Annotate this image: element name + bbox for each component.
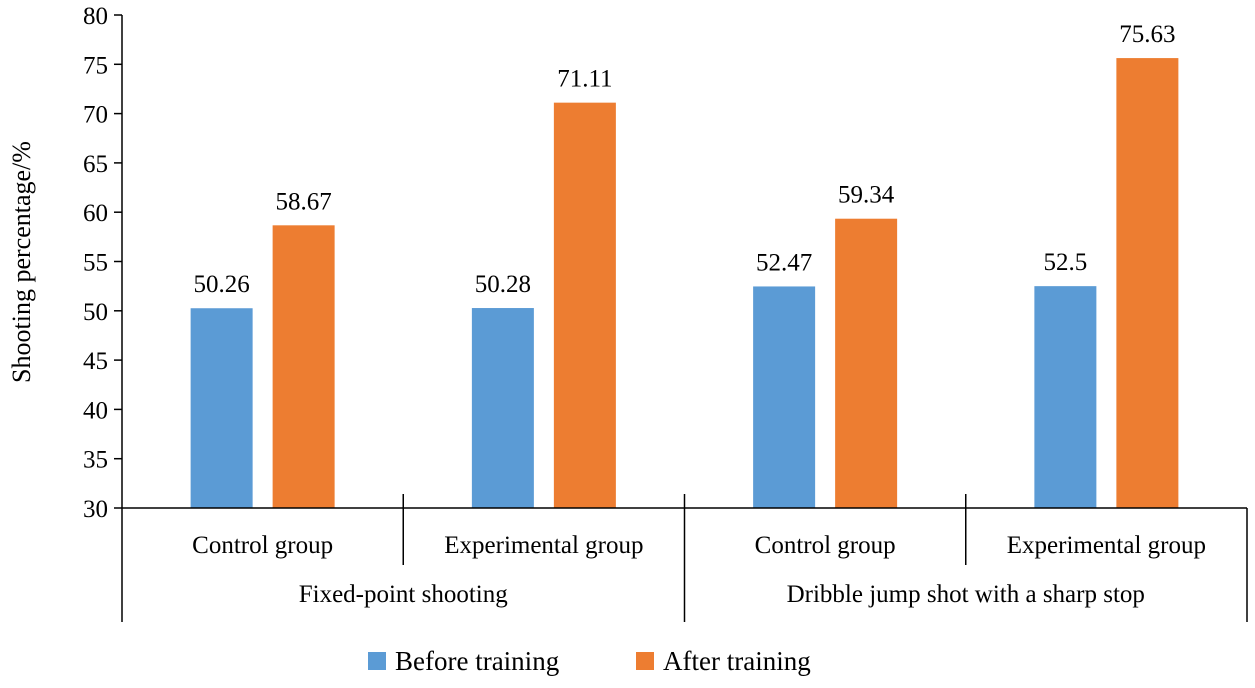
x-category-label: Control group <box>192 532 333 559</box>
legend: Before training After training <box>368 646 811 676</box>
data-label: 71.11 <box>557 66 612 93</box>
x-category-label: Control group <box>755 532 896 559</box>
x-group-label: Fixed-point shooting <box>299 581 509 608</box>
y-tick-label: 65 <box>83 151 108 178</box>
legend-label: After training <box>663 646 811 676</box>
data-label: 59.34 <box>838 182 895 209</box>
bar-after-1 <box>553 102 616 509</box>
x-category-label: Experimental group <box>1007 532 1206 559</box>
y-tick-label: 40 <box>83 397 108 424</box>
data-label: 75.63 <box>1119 21 1175 48</box>
data-label: 58.67 <box>276 188 332 215</box>
bar-after-0 <box>272 225 335 509</box>
data-label: 52.5 <box>1044 249 1088 276</box>
data-labels: 50.26 50.28 52.47 52.5 58.67 71.11 59.34 75.63 <box>194 21 1176 298</box>
bar-before-0 <box>190 308 253 508</box>
y-tick-label: 35 <box>83 447 108 474</box>
x-category-label: Experimental group <box>444 532 643 559</box>
bar-after-3 <box>1116 58 1179 509</box>
y-tick-label: 60 <box>83 200 108 227</box>
y-axis: 30 35 40 45 50 55 60 65 70 75 80 <box>83 3 123 523</box>
y-tick-label: 50 <box>83 299 108 326</box>
y-tick-label: 45 <box>83 348 108 375</box>
y-tick-label: 30 <box>83 496 108 523</box>
data-label: 52.47 <box>756 249 812 276</box>
legend-label: Before training <box>395 646 559 676</box>
y-axis-title: Shooting percentage/% <box>7 141 36 383</box>
y-tick-label: 80 <box>83 3 108 30</box>
data-label: 50.28 <box>475 271 531 298</box>
x-group-label: Dribble jump shot with a sharp stop <box>787 581 1145 608</box>
y-tick-label: 55 <box>83 250 108 277</box>
legend-swatch <box>636 652 654 670</box>
bars <box>190 58 1179 509</box>
y-tick-label: 70 <box>83 102 108 129</box>
bar-after-2 <box>835 218 898 509</box>
bar-before-1 <box>471 308 534 508</box>
x-axis: Control group Experimental group Control g… <box>121 494 1248 622</box>
bar-before-2 <box>753 286 816 508</box>
legend-swatch <box>368 652 386 670</box>
data-label: 50.26 <box>194 271 250 298</box>
bar-before-3 <box>1034 286 1097 508</box>
y-tick-label: 75 <box>83 52 108 79</box>
